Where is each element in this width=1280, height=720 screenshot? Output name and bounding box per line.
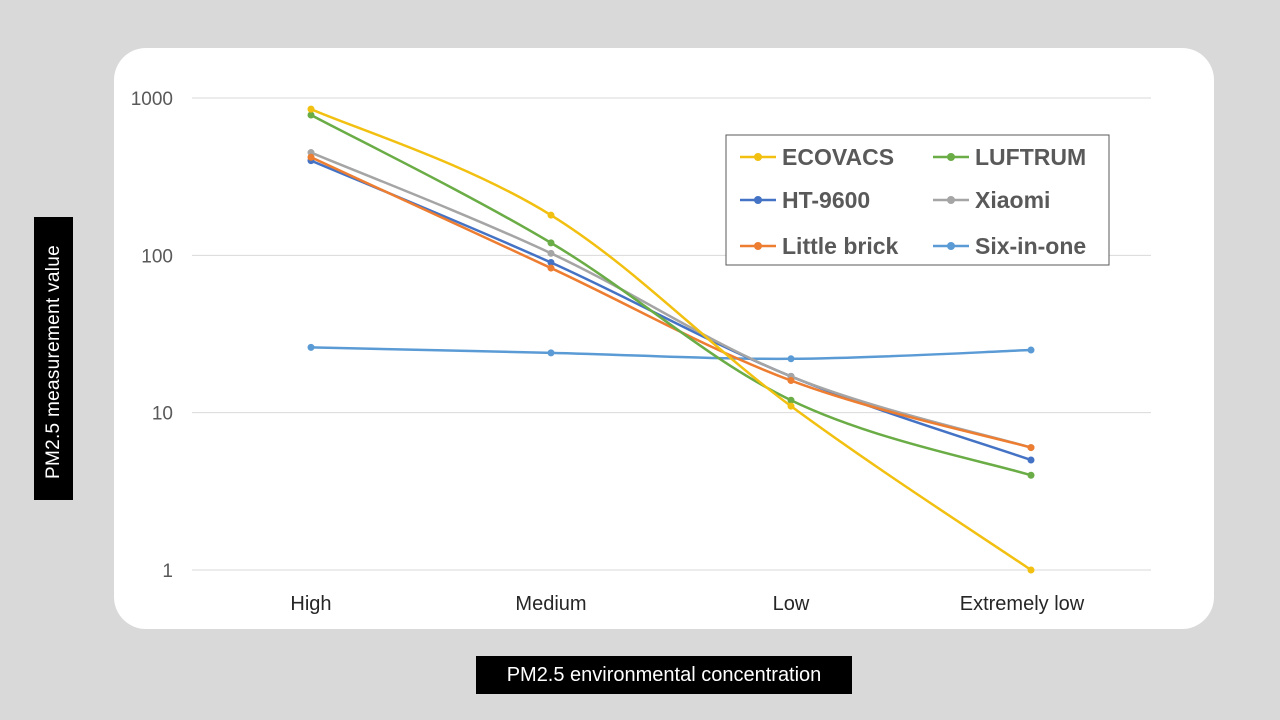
- legend-item: ECOVACS: [740, 144, 894, 170]
- data-point: [547, 239, 555, 247]
- x-axis-label: PM2.5 environmental concentration: [476, 656, 852, 694]
- series-little-brick: [307, 153, 1035, 452]
- x-tick-label: High: [290, 593, 331, 615]
- legend-label: Little brick: [782, 233, 899, 259]
- y-tick-label: 1000: [131, 89, 173, 110]
- legend-frame: [725, 134, 1110, 266]
- data-point: [307, 153, 315, 161]
- data-point: [787, 396, 795, 404]
- legend-item: Six-in-one: [933, 233, 1086, 259]
- y-axis-label: PM2.5 measurement value: [43, 245, 64, 479]
- data-point: [547, 211, 555, 219]
- data-point: [547, 259, 555, 267]
- x-tick-label: Low: [773, 593, 810, 615]
- legend-label: ECOVACS: [782, 144, 894, 170]
- legend-marker: [754, 196, 762, 204]
- legend-label: Xiaomi: [975, 187, 1050, 213]
- series-line: [310, 156, 1032, 449]
- data-point: [1027, 471, 1035, 479]
- x-tick-labels: High Medium Low Extremely low: [290, 593, 1084, 615]
- y-tick-label: 1: [162, 561, 173, 582]
- data-point: [1027, 566, 1035, 574]
- data-point: [307, 111, 315, 119]
- legend-item: Little brick: [740, 233, 899, 259]
- data-point: [307, 343, 315, 351]
- series-line: [310, 113, 1032, 477]
- series-line: [310, 151, 1032, 449]
- legend-marker: [947, 242, 955, 250]
- data-point: [307, 105, 315, 113]
- legend-marker: [754, 153, 762, 161]
- x-tick-label: Medium: [515, 593, 586, 615]
- legend-item: HT-9600: [740, 187, 870, 213]
- data-point: [787, 355, 795, 363]
- legend-marker: [947, 153, 955, 161]
- y-tick-label: 100: [141, 246, 173, 267]
- data-point: [787, 377, 795, 385]
- legend-label: HT-9600: [782, 187, 870, 213]
- series-line: [310, 346, 1032, 361]
- data-point: [547, 349, 555, 357]
- legend-label: LUFTRUM: [975, 144, 1086, 170]
- legend-label: Six-in-one: [975, 233, 1086, 259]
- data-point: [1027, 456, 1035, 464]
- series-ecovacs: [307, 105, 1035, 574]
- legend-marker: [754, 242, 762, 250]
- series-lines: [307, 105, 1035, 574]
- data-point: [1027, 444, 1035, 452]
- x-tick-label: Extremely low: [960, 593, 1085, 615]
- data-point: [547, 249, 555, 257]
- series-luftrum: [307, 111, 1035, 479]
- legend-item: LUFTRUM: [933, 144, 1086, 170]
- data-point: [787, 402, 795, 410]
- y-tick-labels: 1 10 100 1000: [131, 89, 173, 582]
- legend-item: Xiaomi: [933, 187, 1050, 213]
- series-line: [310, 107, 1032, 572]
- legend: ECOVACS LUFTRUM HT-9600 Xiaomi Little brick S…: [725, 134, 1110, 266]
- series-six-in-one: [307, 343, 1035, 363]
- data-point: [1027, 346, 1035, 354]
- data-point: [547, 264, 555, 272]
- y-tick-label: 10: [152, 404, 173, 425]
- legend-marker: [947, 196, 955, 204]
- y-axis-label-box: [34, 217, 73, 500]
